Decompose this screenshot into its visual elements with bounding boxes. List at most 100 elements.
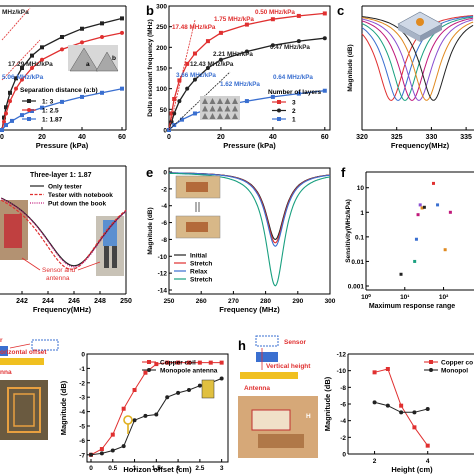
y-tick-label: -2 <box>79 380 85 387</box>
data-point <box>143 413 148 418</box>
x-tick-label: 335 <box>460 134 472 141</box>
x-axis-label: Pressure (kPa) <box>36 141 89 150</box>
data-point <box>219 376 224 381</box>
pyramid-icon <box>209 113 216 119</box>
data-point <box>14 86 18 91</box>
series-line <box>361 16 474 102</box>
y-tick-label: 300 <box>156 4 167 11</box>
data-point <box>2 119 6 124</box>
slope-label: 0.50 MHz/kPa <box>255 9 295 16</box>
x-axis-label: Maximum response range <box>369 303 455 310</box>
legend-marker <box>27 117 31 121</box>
data-point <box>2 115 6 120</box>
data-point <box>60 47 64 52</box>
pyramid-icon <box>202 105 208 112</box>
diagram-label: nna <box>0 369 12 376</box>
data-point <box>208 360 213 365</box>
data-point <box>60 99 64 104</box>
x-tick-label: 242 <box>16 298 28 305</box>
data-point <box>143 370 148 375</box>
x-tick-label: 280 <box>260 298 271 305</box>
data-point <box>448 210 452 214</box>
legend-label: 1: 2.5 <box>42 108 59 115</box>
coil-icon <box>7 387 41 433</box>
y-tick-label: -2 <box>340 435 346 442</box>
data-point <box>154 362 159 367</box>
x-tick-label: 250 <box>164 298 175 305</box>
slope-label: 17.48 MHz/kPa <box>172 24 216 31</box>
x-tick-label: 246 <box>68 298 80 305</box>
fit-line <box>168 19 196 131</box>
data-point <box>30 108 34 113</box>
x-tick-label: 10¹ <box>400 294 409 301</box>
y-tick-label: -6 <box>79 438 85 445</box>
diagram-label: Antenna <box>244 385 270 392</box>
antenna-bar <box>0 358 44 365</box>
series-line <box>168 12 325 131</box>
panel-d: 242 244 246 248 250 Frequency(MHz) Three-layer… <box>0 165 132 314</box>
x-tick-label: 20 <box>38 134 46 141</box>
data-point <box>192 77 197 82</box>
legend-label: Relax <box>190 269 208 276</box>
annotation: antenna <box>46 275 70 282</box>
data-point <box>20 66 24 70</box>
x-tick-label: 330 <box>426 134 438 141</box>
series-line <box>169 172 331 247</box>
data-point <box>185 86 190 91</box>
x-tick-label: 325 <box>391 134 403 141</box>
data-point <box>8 99 12 104</box>
y-tick-label: 100 <box>156 86 167 93</box>
coil-icon <box>13 393 35 427</box>
x-tick-label: 2 <box>373 458 377 465</box>
antenna-bar <box>240 372 298 379</box>
y-tick-label: -4 <box>161 203 167 210</box>
data-point <box>399 272 403 276</box>
panel-b: b 0 20 40 60 0 50 100 150 200 250 300 Pressure (kPa)… <box>146 3 331 150</box>
legend-marker <box>27 99 31 103</box>
legend-label: Put down the book <box>48 201 107 208</box>
x-tick-label: 250 <box>120 298 132 305</box>
photo-person <box>4 214 22 248</box>
data-point <box>154 412 159 417</box>
data-point <box>186 388 191 392</box>
y-tick-label: -4 <box>340 418 346 425</box>
data-point <box>270 94 275 99</box>
x-tick-label: 1.5 <box>152 465 161 472</box>
data-point <box>110 448 115 453</box>
data-point <box>412 425 417 430</box>
legend-label: Stretch <box>190 277 212 284</box>
data-point <box>412 410 417 415</box>
diagram-label: a <box>86 61 90 68</box>
data-point <box>244 22 249 27</box>
antenna-icon <box>201 379 215 399</box>
y-tick-label: 50 <box>160 107 168 114</box>
x-axis-label: Horizon offset (cm) <box>123 465 192 474</box>
x-tick-label: 0 <box>167 134 171 141</box>
pyramid-icon <box>232 105 238 112</box>
x-axis-label: Frequency (MHz) <box>219 305 280 314</box>
sensor-block <box>256 352 278 362</box>
data-point <box>414 237 418 241</box>
y-tick-label: 250 <box>156 24 167 31</box>
slope-label: 0.64 MHz/kPa <box>273 74 313 81</box>
x-tick-label: 40 <box>269 134 277 141</box>
y-tick-label: 0 <box>163 128 167 135</box>
data-point <box>20 77 24 82</box>
panel-e: e 250 260 270 280 290 300 0 -2 -4 -6 -8 -10 -12 -14 Fre… <box>146 165 336 314</box>
fit-line <box>1 7 31 41</box>
data-point <box>120 16 124 21</box>
x-axis-label: Pressure (kPa) <box>223 141 276 150</box>
data-point <box>218 57 223 62</box>
data-point <box>165 360 170 365</box>
data-point <box>176 360 181 365</box>
pyramid-icon <box>217 105 223 112</box>
data-point <box>20 113 24 118</box>
y-tick-label: 0 <box>342 452 346 459</box>
x-tick-label: 0 <box>0 134 4 141</box>
legend-label: 2 <box>292 108 296 115</box>
photo-sample <box>186 222 208 232</box>
panel-letter: b <box>146 3 154 18</box>
pyramid-icon <box>69 47 99 72</box>
legend-marker <box>277 100 281 104</box>
y-tick-label: -3 <box>79 395 85 402</box>
